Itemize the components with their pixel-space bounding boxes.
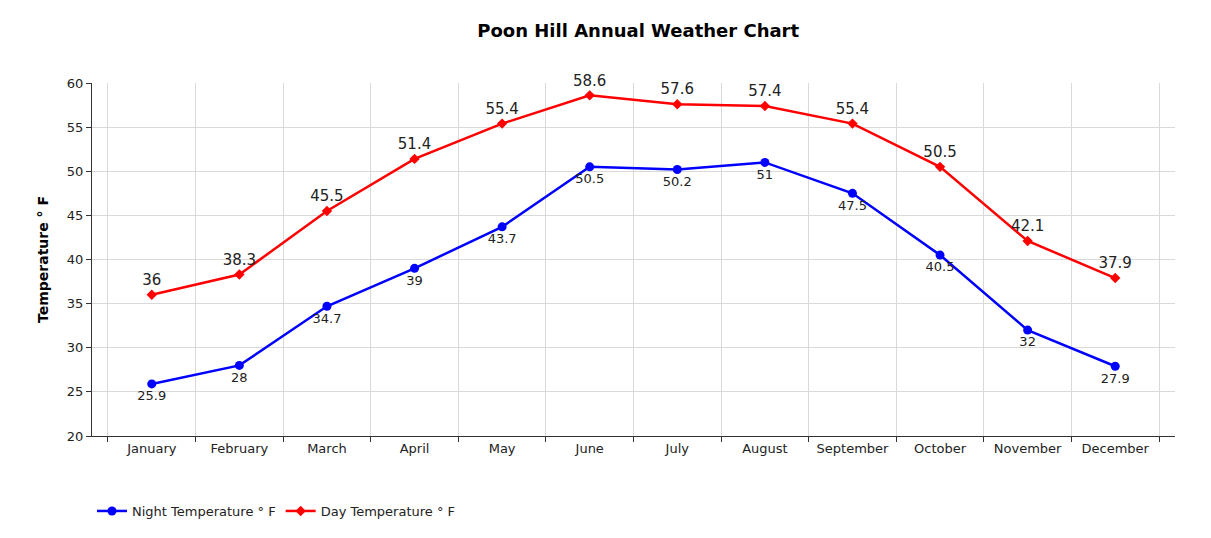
svg-text:30: 30: [67, 340, 84, 355]
svg-text:Night Temperature ° F: Night Temperature ° F: [132, 504, 276, 519]
svg-text:45: 45: [67, 208, 84, 223]
svg-text:42.1: 42.1: [1011, 217, 1044, 235]
svg-text:55.4: 55.4: [836, 100, 869, 118]
svg-text:47.5: 47.5: [838, 198, 867, 213]
svg-text:25.9: 25.9: [137, 388, 166, 403]
svg-text:55.4: 55.4: [485, 100, 518, 118]
svg-text:60: 60: [67, 76, 84, 91]
svg-text:December: December: [1082, 441, 1150, 456]
svg-text:27.9: 27.9: [1101, 371, 1130, 386]
svg-text:August: August: [742, 441, 788, 456]
svg-text:50.2: 50.2: [663, 174, 692, 189]
svg-text:June: June: [575, 441, 604, 456]
svg-text:May: May: [489, 441, 516, 456]
svg-text:45.5: 45.5: [310, 187, 343, 205]
svg-text:51: 51: [757, 167, 774, 182]
svg-text:Temperature ° F: Temperature ° F: [35, 196, 51, 323]
svg-text:57.4: 57.4: [748, 82, 781, 100]
svg-text:July: July: [665, 441, 690, 456]
svg-text:50.5: 50.5: [923, 143, 956, 161]
svg-text:50: 50: [67, 164, 84, 179]
svg-text:36: 36: [142, 271, 161, 289]
svg-text:March: March: [307, 441, 347, 456]
svg-text:October: October: [914, 441, 967, 456]
svg-text:28: 28: [231, 370, 248, 385]
svg-text:20: 20: [67, 429, 84, 444]
svg-text:February: February: [211, 441, 269, 456]
svg-text:32: 32: [1019, 334, 1036, 349]
svg-text:September: September: [817, 441, 890, 456]
svg-text:39: 39: [406, 273, 423, 288]
svg-text:37.9: 37.9: [1099, 254, 1132, 272]
svg-text:40.5: 40.5: [926, 259, 955, 274]
svg-text:43.7: 43.7: [488, 231, 517, 246]
svg-text:25: 25: [67, 384, 84, 399]
svg-text:Day Temperature ° F: Day Temperature ° F: [321, 504, 455, 519]
svg-text:November: November: [994, 441, 1062, 456]
svg-text:55: 55: [67, 120, 84, 135]
svg-text:Poon Hill Annual Weather Chart: Poon Hill Annual Weather Chart: [477, 20, 799, 41]
svg-text:40: 40: [67, 252, 84, 267]
svg-text:51.4: 51.4: [398, 135, 431, 153]
svg-text:January: January: [126, 441, 177, 456]
svg-text:57.6: 57.6: [661, 80, 694, 98]
svg-text:50.5: 50.5: [575, 171, 604, 186]
svg-text:34.7: 34.7: [312, 311, 341, 326]
svg-text:58.6: 58.6: [573, 72, 606, 90]
svg-text:35: 35: [67, 296, 84, 311]
svg-text:38.3: 38.3: [223, 251, 256, 269]
svg-text:April: April: [400, 441, 430, 456]
